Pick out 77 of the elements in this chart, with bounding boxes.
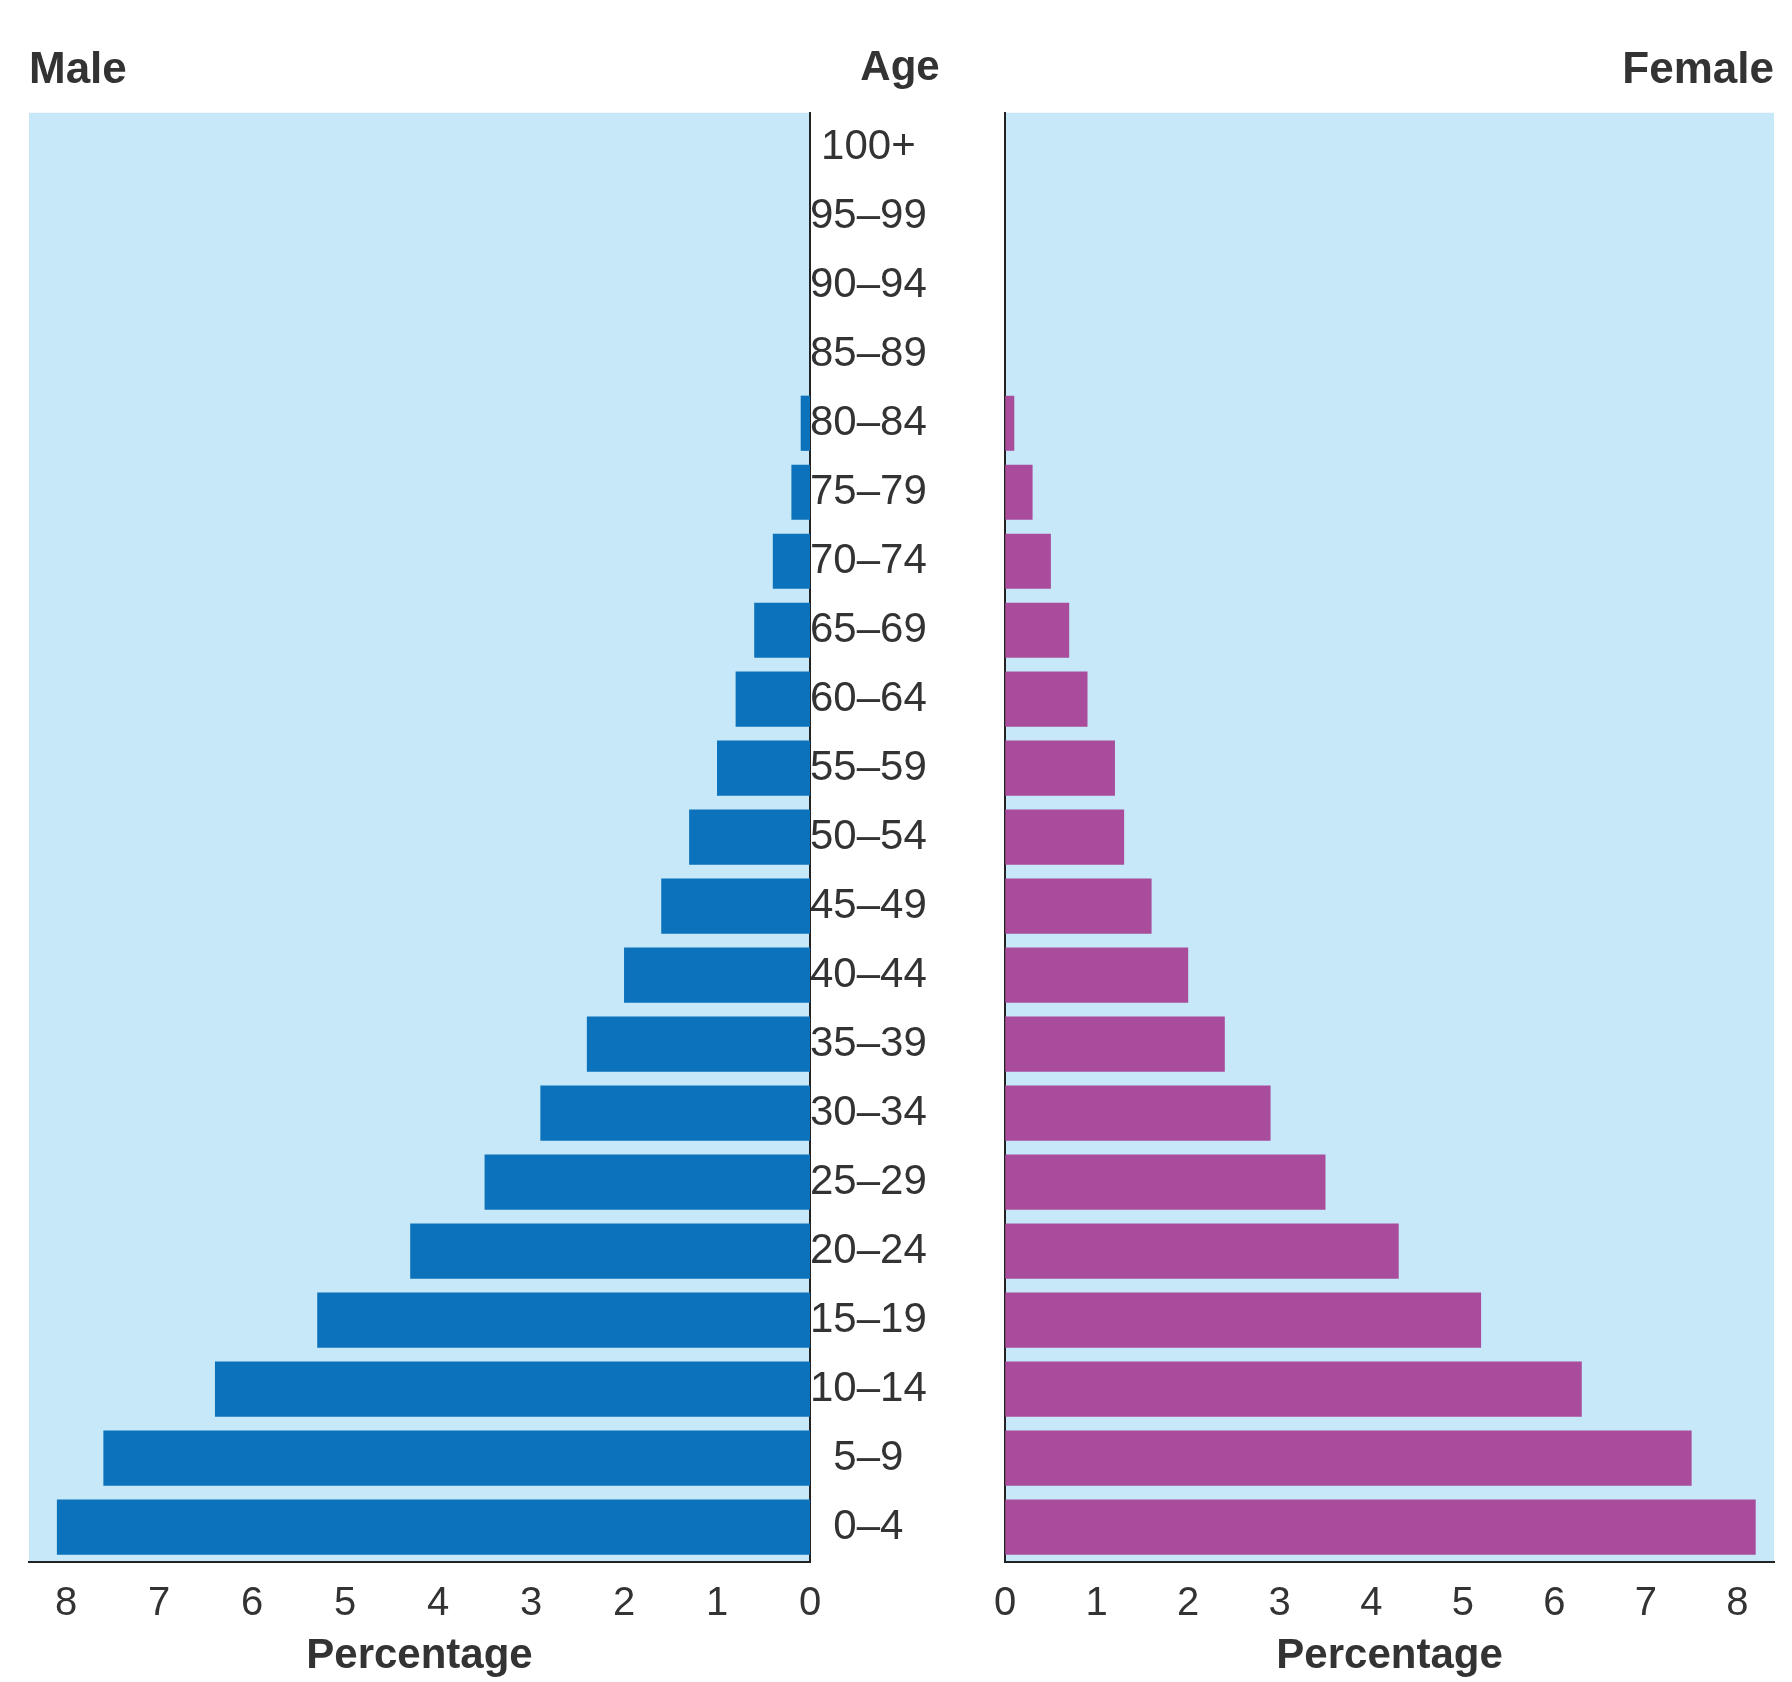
- y-tick-label: 10–14: [810, 1362, 927, 1410]
- y-tick-label: 60–64: [810, 672, 927, 720]
- y-tick-label: 95–99: [810, 189, 927, 237]
- bar: [540, 1085, 810, 1141]
- x-tick-label: 3: [519, 1578, 543, 1623]
- x-tick-label: 6: [241, 1578, 264, 1623]
- x-tick-label: 7: [148, 1578, 171, 1623]
- y-tick-label: 75–79: [810, 465, 927, 513]
- x-tick-label: 0: [798, 1578, 822, 1623]
- bar: [1005, 740, 1115, 796]
- bar: [1005, 1154, 1326, 1210]
- bar: [1005, 947, 1189, 1003]
- bar: [484, 1154, 810, 1210]
- bar: [1005, 602, 1070, 658]
- y-tick-label: 0–4: [833, 1500, 904, 1548]
- y-tick-label: 80–84: [810, 396, 927, 444]
- x-axis-title: Percentage: [306, 1630, 533, 1678]
- y-tick-label: 35–39: [810, 1017, 927, 1065]
- y-tick-label: 30–34: [810, 1086, 927, 1134]
- chart-title: Male: [29, 42, 127, 92]
- x-tick-label: 2: [612, 1578, 636, 1623]
- x-tick-label: 8: [55, 1578, 78, 1623]
- bar: [1005, 1430, 1692, 1486]
- x-tick-label: 2: [1177, 1578, 1200, 1623]
- x-tick-label: 4: [426, 1578, 450, 1623]
- bar: [661, 878, 810, 934]
- bar: [56, 1499, 810, 1555]
- x-tick-label: 3: [1268, 1578, 1291, 1623]
- y-tick-label: 55–59: [810, 741, 927, 789]
- x-tick-label: 4: [1360, 1578, 1383, 1623]
- bar: [214, 1361, 810, 1417]
- y-tick-label: 5–9: [833, 1431, 904, 1479]
- x-tick-label: 8: [1726, 1578, 1749, 1623]
- y-tick-label: 85–89: [810, 327, 927, 375]
- y-tick-label: 25–29: [810, 1155, 927, 1203]
- y-tick-label: 100+: [821, 120, 916, 168]
- bar: [1005, 1361, 1582, 1417]
- y-tick-label: 70–74: [810, 534, 927, 582]
- x-tick-label: 0: [994, 1578, 1017, 1623]
- x-tick-label: 5: [333, 1578, 357, 1623]
- y-tick-label: 50–54: [810, 810, 927, 858]
- bar: [317, 1292, 810, 1348]
- y-axis-title: Age: [860, 41, 940, 89]
- y-tick-label: 65–69: [810, 603, 927, 651]
- bar: [800, 395, 810, 451]
- y-tick-label: 20–24: [810, 1224, 927, 1272]
- bar: [791, 464, 810, 520]
- bar: [103, 1430, 810, 1486]
- x-tick-label: 1: [1085, 1578, 1108, 1623]
- chart-title: Female: [1622, 42, 1774, 92]
- bar: [1005, 1085, 1271, 1141]
- x-axis-title: Percentage: [1276, 1630, 1503, 1678]
- bar: [1005, 1223, 1399, 1279]
- bar: [1005, 671, 1088, 727]
- bar: [689, 809, 810, 865]
- bar: [624, 947, 810, 1003]
- x-tick-label: 6: [1543, 1578, 1566, 1623]
- bar: [717, 740, 810, 796]
- bar: [586, 1016, 810, 1072]
- bar: [735, 671, 810, 727]
- y-tick-label: 90–94: [810, 258, 927, 306]
- x-tick-label: 7: [1634, 1578, 1657, 1623]
- bar: [1005, 878, 1152, 934]
- bar: [754, 602, 810, 658]
- bar: [1005, 809, 1125, 865]
- y-tick-label: 40–44: [810, 948, 927, 996]
- bar: [1005, 1292, 1482, 1348]
- y-tick-label: 45–49: [810, 879, 927, 927]
- bar: [1005, 464, 1033, 520]
- bar: [1005, 1499, 1756, 1555]
- bar: [1005, 533, 1051, 589]
- x-tick-label: 1: [705, 1578, 729, 1623]
- x-tick-label: 5: [1451, 1578, 1474, 1623]
- y-tick-label: 15–19: [810, 1293, 927, 1341]
- bar: [1005, 1016, 1225, 1072]
- bar: [410, 1223, 810, 1279]
- bar: [772, 533, 810, 589]
